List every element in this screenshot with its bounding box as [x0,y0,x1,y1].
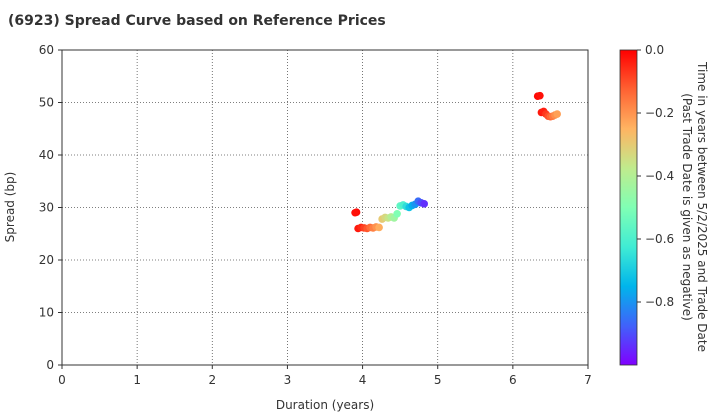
y-tick-label: 60 [39,43,54,57]
colorbar-tick-label: 0.0 [645,43,664,57]
x-tick-label: 7 [584,373,592,387]
colorbar [619,49,638,366]
y-tick-label: 40 [39,148,54,162]
data-point [536,91,544,100]
y-tick-label: 20 [39,253,54,267]
y-tick-label: 0 [46,358,54,372]
x-tick-label: 6 [509,373,517,387]
x-tick-label: 2 [208,373,216,387]
data-point [351,208,359,217]
x-axis-label: Duration (years) [276,398,374,412]
y-axis-label: Spread (bp) [3,172,17,243]
data-point [393,210,401,218]
x-tick-label: 5 [434,373,442,387]
data-points [351,91,561,233]
data-point [375,223,383,232]
x-tick-label: 4 [359,373,367,387]
x-axis-ticks: 0 1 2 3 4 5 6 7 [58,365,592,387]
y-tick-label: 10 [39,306,54,320]
colorbar-label-line1: Time in years between 5/2/2025 and Trade… [695,61,709,352]
colorbar-label-line2: (Past Trade Date is given as negative) [680,93,694,321]
data-point [553,110,561,118]
colorbar-tick-label: −0.8 [645,295,674,309]
colorbar-tick-label: −0.2 [645,106,674,120]
x-tick-label: 3 [284,373,292,387]
y-tick-label: 30 [39,201,54,215]
grid-lines [62,50,588,365]
y-axis-ticks: 0 10 20 30 40 50 60 [39,43,62,372]
colorbar-tick-label: −0.4 [645,169,674,183]
colorbar-tick-label: −0.6 [645,232,674,246]
chart-title: (6923) Spread Curve based on Reference P… [8,13,386,29]
colorbar-ticks: 0.0 −0.2 −0.4 −0.6 −0.8 [637,43,674,309]
data-point [420,200,428,208]
x-tick-label: 1 [133,373,141,387]
y-tick-label: 50 [39,96,54,110]
x-tick-label: 0 [58,373,66,387]
